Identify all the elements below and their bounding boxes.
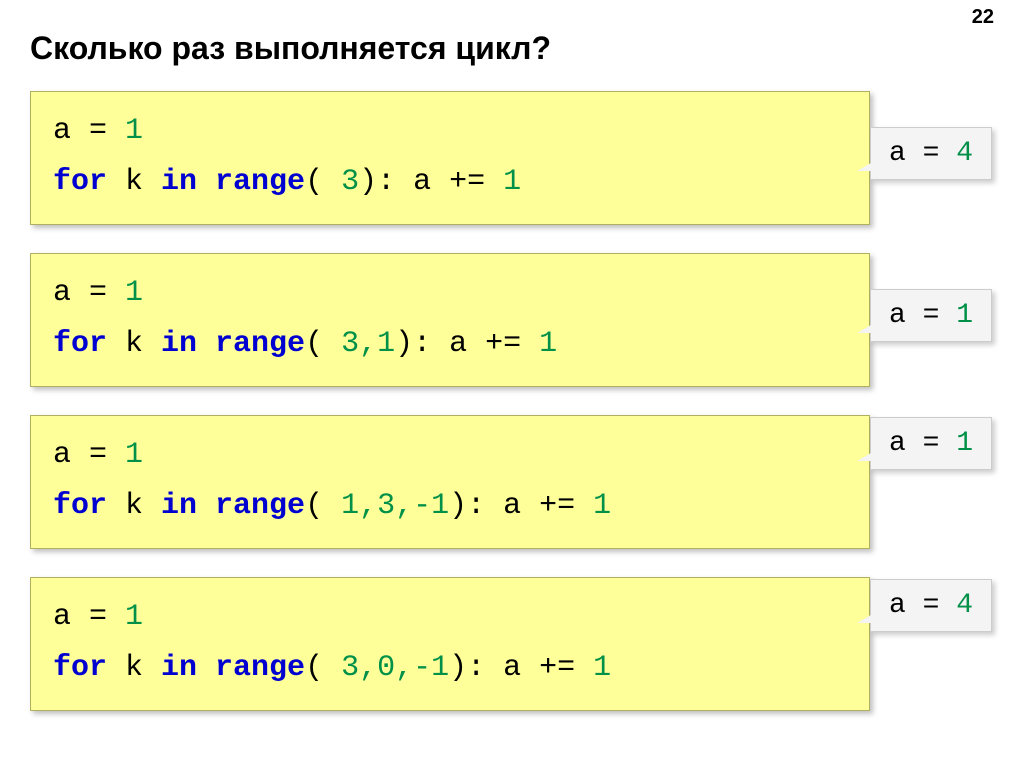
code-line-1: a = 1 [53, 106, 847, 157]
example-block: a = 1for k in range( 3,1): a += 1a = 1 [30, 253, 994, 383]
code-box: a = 1for k in range( 3): a += 1 [30, 91, 870, 225]
answer-var: a [889, 428, 906, 459]
page-number: 22 [972, 6, 994, 29]
answer-value: 4 [956, 590, 973, 621]
answer-var: a [889, 300, 906, 331]
code-box: a = 1for k in range( 1,3,-1): a += 1 [30, 415, 870, 549]
code-box: a = 1for k in range( 3,1): a += 1 [30, 253, 870, 387]
example-block: a = 1for k in range( 3): a += 1 a = 4 [30, 91, 994, 221]
answer-var: a [889, 138, 906, 169]
code-line-1: a = 1 [53, 430, 847, 481]
code-line-2: for k in range( 3,0,-1): a += 1 [53, 643, 847, 694]
slide-title: Сколько раз выполняется цикл? [30, 30, 994, 67]
code-line-1: a = 1 [53, 592, 847, 643]
example-block: a = 1for k in range( 3,0,-1): a += 1 a = … [30, 577, 994, 707]
answer-callout: a = 4 [870, 579, 992, 632]
answer-callout: a = 1 [870, 417, 992, 470]
answer-var: a [889, 590, 906, 621]
answer-value: 1 [956, 428, 973, 459]
answer-value: 1 [956, 300, 973, 331]
answer-callout: a = 1 [870, 289, 992, 342]
answer-callout: a = 4 [870, 127, 992, 180]
code-line-2: for k in range( 1,3,-1): a += 1 [53, 481, 847, 532]
code-box: a = 1for k in range( 3,0,-1): a += 1 [30, 577, 870, 711]
code-line-2: for k in range( 3,1): a += 1 [53, 319, 847, 370]
example-block: a = 1for k in range( 1,3,-1): a += 1a = … [30, 415, 994, 545]
answer-value: 4 [956, 138, 973, 169]
code-line-1: a = 1 [53, 268, 847, 319]
code-line-2: for k in range( 3): a += 1 [53, 157, 847, 208]
